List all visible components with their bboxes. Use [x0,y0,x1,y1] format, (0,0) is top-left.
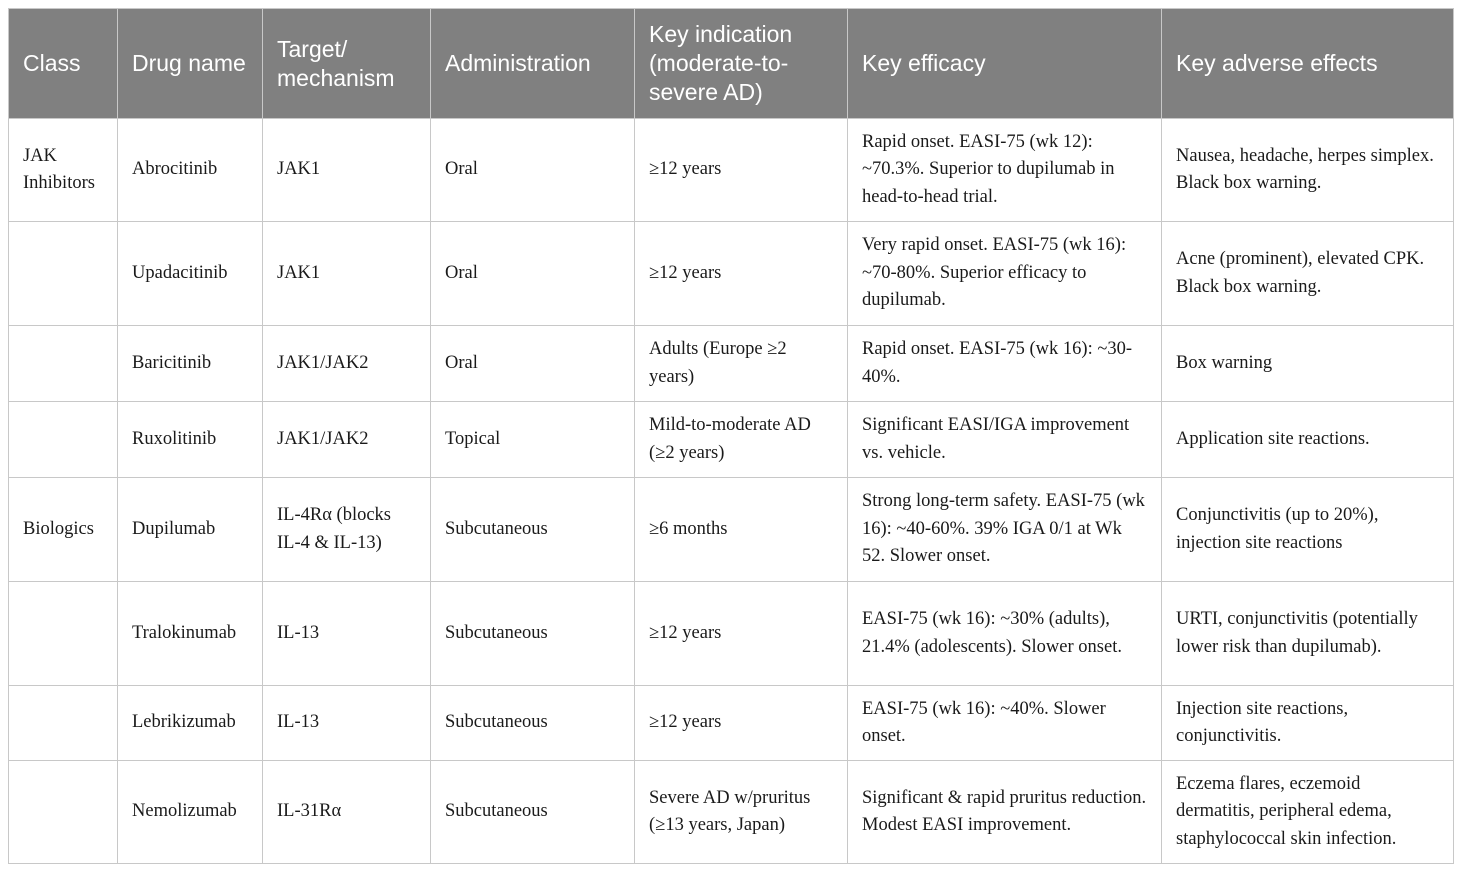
table-row: Ruxolitinib JAK1/JAK2 Topical Mild-to-moder… [8,401,1454,478]
header-cell: Key efficacy [847,8,1162,119]
table-cell: EASI-75 (wk 16): ~40%. Slower onset. [847,685,1162,761]
table-row: JAK Inhibitors Abrocitinib JAK1 Oral ≥12 yea… [8,118,1454,222]
table-cell: Subcutaneous [430,685,635,761]
table-cell: Subcutaneous [430,581,635,686]
table-cell: ≥12 years [634,221,848,326]
table-cell: Severe AD w/pruritus (≥13 years, Japan) [634,760,848,864]
header-cell: Drug name [117,8,263,119]
table-cell: EASI-75 (wk 16): ~30% (adults), 21.4% (a… [847,581,1162,686]
table-cell: Very rapid onset. EASI-75 (wk 16): ~70-8… [847,221,1162,326]
table-header: Class Drug name Target/ mechanism Administr… [8,8,1454,119]
table-cell: IL-13 [262,685,431,761]
table-cell: Strong long-term safety. EASI-75 (wk 16)… [847,477,1162,582]
table-cell: Eczema flares, eczemoid dermatitis, peri… [1161,760,1454,864]
header-row: Class Drug name Target/ mechanism Administr… [8,8,1454,119]
table-row: Nemolizumab IL-31Rα Subcutaneous Severe AD … [8,760,1454,864]
table-cell: Box warning [1161,325,1454,402]
table-cell: Application site reactions. [1161,401,1454,478]
table-cell: Abrocitinib [117,118,263,222]
header-cell: Key adverse effects [1161,8,1454,119]
header-cell: Administration [430,8,635,119]
table-cell: Mild-to-moderate AD (≥2 years) [634,401,848,478]
drug-table: Class Drug name Target/ mechanism Administr… [8,8,1454,864]
table-cell [8,581,118,686]
table-cell: Rapid onset. EASI-75 (wk 12): ~70.3%. Su… [847,118,1162,222]
table-cell: Topical [430,401,635,478]
table-cell: Subcutaneous [430,760,635,864]
table-row: Lebrikizumab IL-13 Subcutaneous ≥12 years EA… [8,685,1454,761]
table-cell [8,325,118,402]
table-cell: Dupilumab [117,477,263,582]
table-cell: Significant & rapid pruritus reduction. … [847,760,1162,864]
table-cell: IL-31Rα [262,760,431,864]
table-cell: Baricitinib [117,325,263,402]
table-cell: ≥12 years [634,581,848,686]
table-row: Baricitinib JAK1/JAK2 Oral Adults (Europe ≥… [8,325,1454,402]
table-cell: JAK1 [262,118,431,222]
table-cell: Tralokinumab [117,581,263,686]
table-cell: Oral [430,221,635,326]
table-cell: Ruxolitinib [117,401,263,478]
table-cell [8,760,118,864]
table-cell: ≥6 months [634,477,848,582]
table-cell: Rapid onset. EASI-75 (wk 16): ~30-40%. [847,325,1162,402]
table-row: Upadacitinib JAK1 Oral ≥12 years Very rapid … [8,221,1454,326]
table-cell [8,221,118,326]
table-body: JAK Inhibitors Abrocitinib JAK1 Oral ≥12 yea… [8,118,1454,864]
header-cell: Target/ mechanism [262,8,431,119]
table-cell: Biologics [8,477,118,582]
header-cell: Class [8,8,118,119]
table-cell: Subcutaneous [430,477,635,582]
table-cell: Nemolizumab [117,760,263,864]
table-cell: Oral [430,118,635,222]
header-cell: Key indication (moderate-to-severe AD) [634,8,848,119]
table-cell: IL-4Rα (blocks IL-4 & IL-13) [262,477,431,582]
table-cell: URTI, conjunctivitis (potentially lower … [1161,581,1454,686]
table-cell: JAK Inhibitors [8,118,118,222]
table-cell: Significant EASI/IGA improvement vs. veh… [847,401,1162,478]
table-cell: Lebrikizumab [117,685,263,761]
table-cell: Injection site reactions, conjunctivitis… [1161,685,1454,761]
table-cell [8,685,118,761]
table-cell: Adults (Europe ≥2 years) [634,325,848,402]
table-cell: Upadacitinib [117,221,263,326]
table-cell: Oral [430,325,635,402]
table-cell: Acne (prominent), elevated CPK. Black bo… [1161,221,1454,326]
table-cell: ≥12 years [634,685,848,761]
table-cell: JAK1 [262,221,431,326]
table-row: Tralokinumab IL-13 Subcutaneous ≥12 years EA… [8,581,1454,686]
table-cell: ≥12 years [634,118,848,222]
table-cell: Conjunctivitis (up to 20%), injection si… [1161,477,1454,582]
table-cell: Nausea, headache, herpes simplex. Black … [1161,118,1454,222]
table-cell: JAK1/JAK2 [262,401,431,478]
table-cell: JAK1/JAK2 [262,325,431,402]
table-row: Biologics Dupilumab IL-4Rα (blocks IL-4 & … [8,477,1454,582]
table-cell: IL-13 [262,581,431,686]
table-cell [8,401,118,478]
